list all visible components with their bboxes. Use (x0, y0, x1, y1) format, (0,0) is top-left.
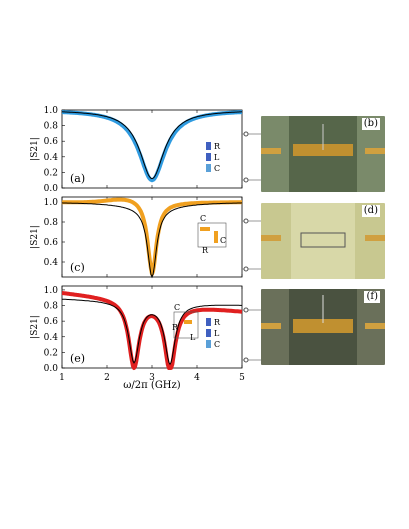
y-tick-label: 0.6 (44, 137, 59, 147)
port-node (243, 307, 249, 313)
circuit-element (206, 164, 211, 172)
circuit-label: L (214, 329, 220, 338)
circuit-label: L (190, 333, 196, 342)
x-axis-label: ω/2π (GHz) (123, 380, 181, 391)
y-axis-label: |S21| (30, 315, 40, 339)
circuit-label: C (220, 236, 226, 245)
circuit-label: C (200, 214, 206, 223)
fit-series (61, 202, 243, 279)
circuit-label: C (174, 303, 180, 312)
chart-panel-1: 0.0 0.2 0.4 0.6 0.8 1.0 |S21| (a) RLC (30, 106, 315, 194)
y-tick-label: 0.4 (44, 153, 59, 163)
photo-label: (d) (361, 205, 380, 217)
circuit-element (206, 329, 211, 337)
photo-f: (f) (261, 289, 385, 365)
x-tick-label: 4 (194, 373, 200, 383)
photo-label: (f) (364, 291, 380, 303)
x-tick-label: 1 (59, 373, 65, 383)
data-series (61, 291, 243, 370)
y-tick-label: 0.8 (44, 122, 59, 132)
y-tick-label: 0.8 (44, 302, 59, 312)
panel-label: (e) (70, 352, 85, 365)
capacitor-element (200, 227, 210, 231)
capacitor-element (184, 320, 192, 324)
photo-b: (b) (261, 116, 385, 192)
y-tick-label: 0.2 (44, 348, 58, 358)
x-tick-label: 3 (149, 373, 155, 383)
port-node (243, 177, 249, 183)
y-tick-label: 0.0 (44, 184, 59, 194)
panel-label: (c) (70, 261, 85, 274)
chart-panel-2: 0.4 0.6 0.8 1.0 |S21| (c) C R C (30, 196, 315, 279)
y-axis-label: |S21| (30, 137, 40, 161)
circuit-label: C (214, 340, 220, 349)
y-tick-label: 1.0 (44, 286, 59, 296)
device-photo-d (261, 203, 385, 279)
data-series (61, 197, 243, 276)
y-tick-label: 0.6 (44, 238, 59, 248)
photo-label: (b) (361, 118, 380, 130)
y-tick-label: 0.6 (44, 317, 59, 327)
circuit-element (206, 153, 211, 161)
y-tick-label: 0.4 (44, 258, 59, 268)
data-series (61, 110, 243, 183)
device-photo-f (261, 289, 385, 365)
circuit-label: R (214, 142, 221, 151)
y-tick-label: 1.0 (44, 198, 59, 208)
circuit-box (197, 222, 227, 248)
y-tick-label: 0.2 (44, 168, 58, 178)
y-tick-label: 0.4 (44, 333, 59, 343)
circuit-element (206, 340, 211, 348)
port-node (243, 218, 249, 224)
fit-series (62, 298, 242, 366)
x-tick-label: 5 (239, 373, 245, 383)
circuit-label: L (214, 153, 220, 162)
circuit-label: R (202, 246, 209, 255)
circuit-element (206, 142, 211, 150)
port-node (243, 266, 249, 272)
photo-d: (d) (261, 203, 385, 279)
device-photo-b (261, 116, 385, 192)
circuit-element (206, 318, 211, 326)
y-tick-label: 0.0 (44, 364, 59, 374)
circuit-label: C (214, 164, 220, 173)
capacitor-element (214, 231, 218, 243)
fit-series (61, 111, 243, 180)
y-tick-label: 1.0 (44, 106, 59, 116)
port-node (243, 131, 249, 137)
circuit-label: R (172, 323, 179, 332)
x-tick-label: 2 (104, 373, 110, 383)
panel-label: (a) (70, 172, 85, 185)
circuit-label: R (214, 318, 221, 327)
circuit-box (173, 311, 199, 339)
port-node (243, 357, 249, 363)
y-axis-label: |S21| (30, 225, 40, 249)
y-tick-label: 0.8 (44, 218, 59, 228)
